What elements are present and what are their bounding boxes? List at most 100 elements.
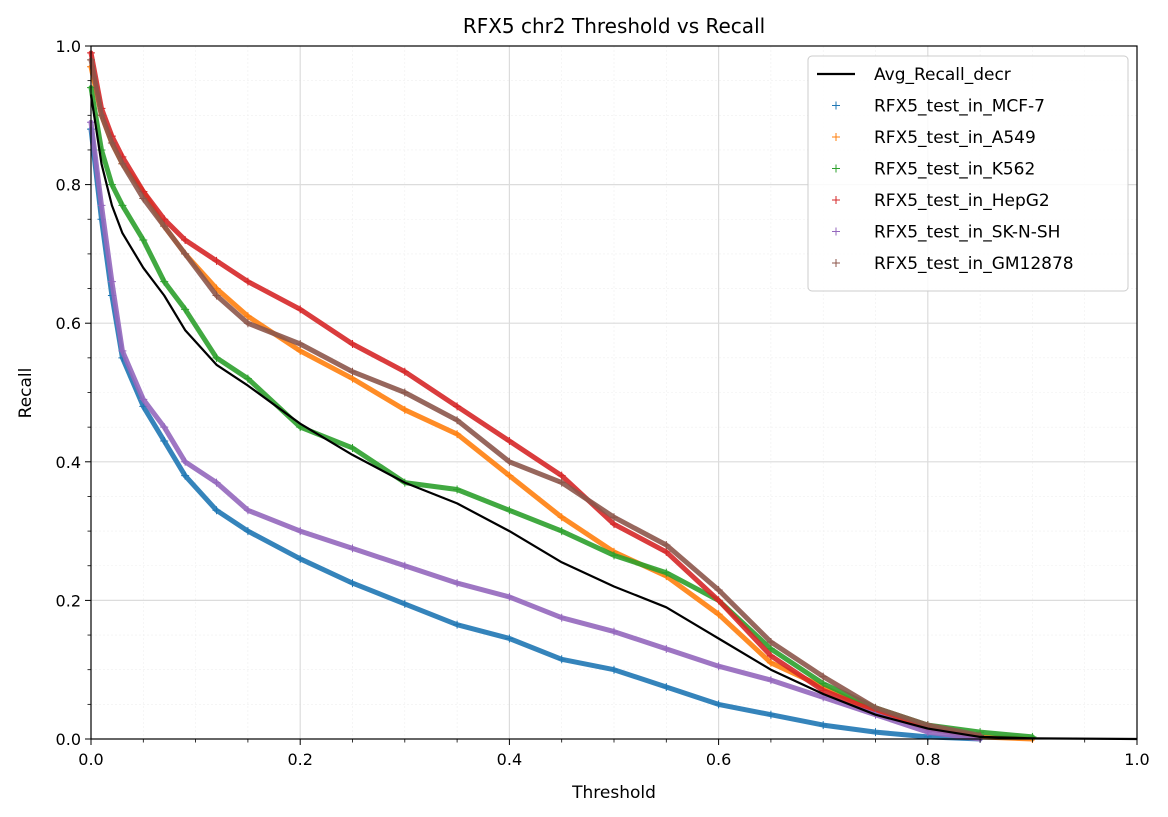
data-point-marker <box>453 402 462 411</box>
legend-item: RFX5_test_in_A549 <box>832 128 1036 148</box>
data-point-marker <box>714 586 723 595</box>
data-point-marker <box>348 367 357 376</box>
data-point-marker <box>118 346 127 355</box>
data-point-marker <box>557 478 566 487</box>
data-point-marker <box>243 277 252 286</box>
data-point-marker <box>766 637 775 646</box>
series-marker-band <box>88 85 1035 740</box>
data-point-marker <box>505 592 514 601</box>
data-point-marker <box>160 423 169 432</box>
x-tick-label: 0.8 <box>915 750 940 769</box>
data-point-marker <box>610 513 618 522</box>
data-point-marker <box>819 672 828 681</box>
data-point-marker <box>348 374 357 383</box>
data-point-marker <box>610 627 618 636</box>
legend-marker-swatch <box>832 133 840 141</box>
data-point-marker <box>243 506 252 515</box>
chart-title: RFX5 chr2 Threshold vs Recall <box>463 14 765 38</box>
legend-label: RFX5_test_in_MCF-7 <box>874 97 1045 117</box>
data-point-marker <box>505 471 514 480</box>
minor-grid <box>91 46 1137 739</box>
y-tick-label: 0.2 <box>56 591 81 610</box>
data-point-marker <box>662 683 671 692</box>
legend-item: Avg_Recall_decr <box>817 65 1011 85</box>
y-axis-label: Recall <box>16 368 36 419</box>
data-point-marker <box>212 506 221 515</box>
legend-box <box>807 55 1129 292</box>
x-tick-label: 0.2 <box>287 750 312 769</box>
data-point-marker <box>348 579 357 588</box>
data-point-marker <box>453 485 462 494</box>
y-tick-label: 0.4 <box>56 453 81 472</box>
data-point-marker <box>610 551 618 560</box>
data-point-marker <box>97 201 106 210</box>
data-point-marker <box>181 471 190 480</box>
y-tick-label: 1.0 <box>56 37 81 56</box>
legend-label: RFX5_test_in_SK-N-SH <box>874 223 1060 243</box>
data-point-marker <box>107 277 116 286</box>
data-point-marker <box>296 305 305 314</box>
data-point-marker <box>766 710 775 719</box>
legend-marker-swatch <box>832 227 840 236</box>
data-point-marker <box>296 346 305 355</box>
data-point-marker <box>714 700 723 709</box>
legend-label: RFX5_test_in_GM12878 <box>874 254 1074 274</box>
data-point-marker <box>714 610 723 619</box>
data-point-marker <box>505 506 514 515</box>
data-point-marker <box>296 527 305 536</box>
data-point-marker <box>610 665 618 674</box>
data-point-marker <box>160 222 169 231</box>
data-point-marker <box>557 471 566 480</box>
data-point-marker <box>139 236 148 245</box>
x-tick-label: 0.4 <box>497 750 522 769</box>
data-point-marker <box>766 644 775 653</box>
legend-item: RFX5_test_in_MCF-7 <box>832 97 1045 117</box>
data-point-marker <box>348 339 357 348</box>
legend: Avg_Recall_decr RFX5_test_in_MCF-7 RFX5_te… <box>807 55 1129 292</box>
data-point-marker <box>212 256 221 265</box>
legend-label: RFX5_test_in_HepG2 <box>874 191 1050 211</box>
data-point-marker <box>212 478 221 487</box>
data-point-marker <box>557 527 566 536</box>
data-point-marker <box>243 374 252 383</box>
data-point-marker <box>160 277 169 286</box>
legend-item: RFX5_test_in_HepG2 <box>832 191 1050 211</box>
y-tick-label: 0.0 <box>56 730 81 749</box>
data-point-marker <box>243 312 252 321</box>
legend-marker-swatch <box>832 164 840 173</box>
data-point-marker <box>243 527 252 536</box>
data-point-marker <box>118 159 127 168</box>
data-point-marker <box>662 568 671 577</box>
data-point-marker <box>160 437 169 446</box>
data-point-marker <box>557 613 566 622</box>
y-axis-ticks: 0.0 0.2 0.4 0.6 0.8 1.0 <box>56 37 91 749</box>
data-point-marker <box>400 367 409 376</box>
data-point-marker <box>610 520 618 529</box>
data-point-marker <box>97 111 106 120</box>
data-point-marker <box>662 644 671 653</box>
series-rfx5-test-in-gm12878 <box>87 55 985 740</box>
data-point-marker <box>662 540 671 549</box>
data-point-marker <box>453 579 462 588</box>
legend-item: RFX5_test_in_SK-N-SH <box>832 223 1060 243</box>
legend-item: RFX5_test_in_GM12878 <box>832 254 1074 274</box>
data-point-marker <box>118 201 127 210</box>
data-point-marker <box>557 513 566 522</box>
data-point-marker <box>453 620 462 629</box>
data-point-marker <box>400 599 409 608</box>
x-axis-ticks: 0.0 0.2 0.4 0.6 0.8 1.0 <box>78 739 1150 769</box>
x-tick-label: 0.0 <box>78 750 103 769</box>
data-point-marker <box>714 662 723 671</box>
data-point-marker <box>662 547 671 556</box>
data-point-marker <box>557 655 566 664</box>
legend-label: RFX5_test_in_K562 <box>874 160 1035 180</box>
legend-label: RFX5_test_in_A549 <box>874 128 1036 148</box>
data-point-marker <box>181 249 190 258</box>
data-point-marker <box>505 457 514 466</box>
data-point-marker <box>819 679 828 688</box>
x-axis-label: Threshold <box>571 783 656 803</box>
data-point-marker <box>296 554 305 563</box>
data-point-marker <box>400 405 409 414</box>
data-point-marker <box>181 457 190 466</box>
